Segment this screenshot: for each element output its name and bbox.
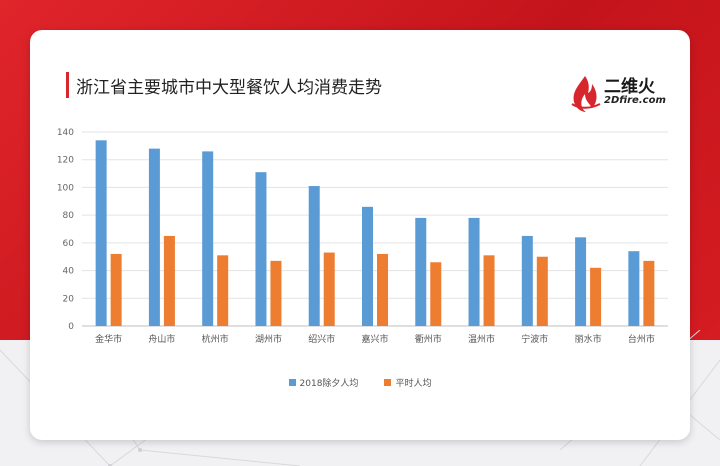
- x-tick-label: 嘉兴市: [361, 333, 388, 345]
- bar-series2: [430, 262, 442, 326]
- bar-series1: [308, 186, 320, 326]
- bar-series1: [521, 235, 533, 326]
- legend-item-series2: 平时人均: [384, 376, 431, 389]
- y-tick-label: 20: [63, 294, 75, 304]
- legend-swatch-series2: [384, 379, 392, 386]
- x-tick-label: 绍兴市: [308, 333, 335, 345]
- bar-series1: [575, 237, 587, 326]
- bar-series1: [148, 148, 160, 326]
- bar-series1: [415, 217, 427, 326]
- chart-title: 浙江省主要城市中大型餐饮人均消费走势: [76, 78, 382, 98]
- x-tick-label: 丽水市: [575, 333, 602, 345]
- bar-series1: [628, 251, 640, 326]
- y-tick-label: 40: [63, 267, 75, 277]
- legend-label-series2: 平时人均: [395, 379, 432, 389]
- bar-series2: [110, 253, 122, 326]
- bar-series2: [217, 255, 229, 326]
- bar-series2: [163, 235, 175, 326]
- bar-series2: [323, 252, 335, 326]
- legend-label-series1: 2018除夕人均: [299, 379, 359, 389]
- legend-item-series1: 2018除夕人均: [288, 376, 359, 389]
- x-tick-label: 衢州市: [415, 333, 442, 345]
- bar-series1: [95, 140, 107, 326]
- y-tick-label: 140: [57, 128, 74, 138]
- x-tick-label: 舟山市: [148, 333, 175, 345]
- flame-icon: [571, 76, 601, 112]
- bar-series1: [362, 206, 373, 326]
- title-accent-bar: [66, 72, 69, 98]
- brand-logo: 二维火 2Dfire.com: [568, 72, 680, 116]
- x-tick-label: 杭州市: [202, 333, 229, 345]
- bar-series2: [377, 253, 388, 326]
- x-tick-label: 宁波市: [521, 333, 548, 345]
- bar-chart: 0 20 40 60 80 100 120 140 金华市 舟山市 杭州市 湖州市 绍兴市 嘉兴市 衢州市 温…: [57, 128, 668, 345]
- x-tick-label: 台州市: [628, 333, 655, 345]
- y-tick-label: 100: [57, 183, 74, 193]
- y-tick-label: 60: [63, 239, 75, 249]
- x-tick-label: 湖州市: [255, 333, 282, 345]
- y-tick-label: 80: [63, 211, 75, 221]
- logo-text-cn: 二维火: [604, 77, 655, 97]
- bar-series2: [536, 256, 548, 326]
- bar-series2: [270, 260, 282, 326]
- bar-series2: [643, 260, 655, 326]
- bar-series2: [590, 267, 602, 326]
- chart-card: 浙江省主要城市中大型餐饮人均消费走势 二维火 2Dfire.com 0 20 40 6…: [30, 30, 690, 440]
- chart-legend: 2018除夕人均 平时人均: [30, 376, 690, 389]
- logo-text-en: 2Dfire.com: [604, 95, 666, 106]
- bar-series1: [255, 172, 267, 326]
- y-tick-label: 0: [68, 322, 74, 332]
- legend-swatch-series1: [288, 379, 296, 386]
- bar-series2: [483, 255, 495, 326]
- x-tick-label: 金华市: [95, 333, 122, 345]
- y-tick-label: 120: [57, 156, 74, 166]
- bar-series1: [202, 151, 214, 326]
- bar-series1: [468, 217, 480, 326]
- x-tick-label: 温州市: [468, 333, 495, 345]
